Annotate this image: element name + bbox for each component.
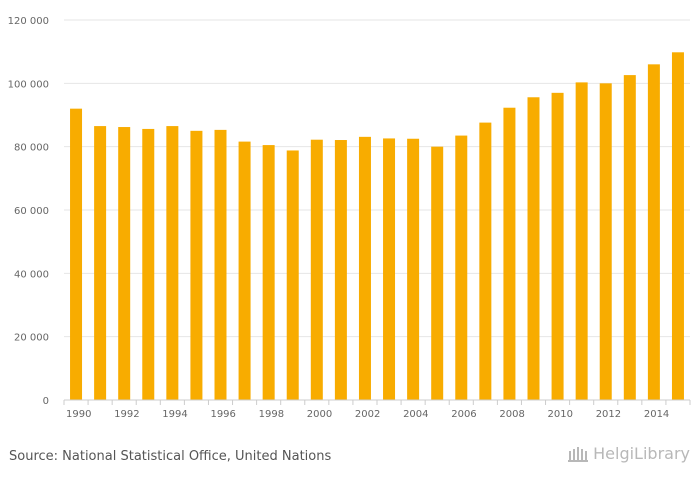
bar-chart: 0 20 000 40 000 60 000 80 000 100 000 120 000 1…: [8, 16, 691, 420]
y-tick-label: 120 000: [8, 16, 49, 27]
bar: [142, 128, 155, 400]
source-note: Source: National Statistical Office, Uni…: [9, 449, 332, 464]
bar: [599, 83, 612, 400]
bar: [238, 141, 251, 400]
bar: [431, 146, 444, 400]
x-tick-label: 2002: [355, 409, 380, 420]
x-tick-label: 2010: [548, 409, 573, 420]
bar: [334, 140, 347, 400]
bar: [527, 97, 540, 401]
bar: [455, 135, 468, 401]
x-tick-label: 2014: [644, 409, 669, 420]
x-tick-label: 2008: [499, 409, 524, 420]
bar: [286, 150, 299, 400]
y-tick-label: 20 000: [14, 333, 49, 344]
chart-svg: 0 20 000 40 000 60 000 80 000 100 000 120 000 1…: [8, 16, 691, 420]
x-tick-label: 2006: [451, 409, 476, 420]
y-tick-label: 60 000: [14, 206, 49, 217]
x-tick-label: 2000: [307, 409, 332, 420]
x-tick-label: 1996: [210, 409, 235, 420]
brand-logo[interactable]: HelgiLibrary: [567, 444, 690, 463]
y-tick-label: 80 000: [14, 143, 49, 154]
bar: [551, 92, 564, 400]
bar: [407, 138, 420, 400]
bar: [358, 136, 371, 400]
library-icon: [568, 446, 589, 462]
bar: [166, 126, 179, 400]
y-tick-label: 0: [43, 396, 49, 407]
bar: [671, 52, 684, 401]
x-tick-label: 2004: [403, 409, 428, 420]
x-tick-label: 2012: [596, 409, 621, 420]
x-tick-label: 1998: [259, 409, 284, 420]
bar: [479, 122, 492, 400]
y-tick-label: 100 000: [8, 79, 49, 90]
bar: [310, 139, 323, 400]
bar: [262, 145, 275, 400]
bar: [647, 64, 660, 400]
bar: [94, 126, 107, 400]
x-tick-label: 1990: [66, 409, 91, 420]
bar: [190, 130, 203, 401]
bar: [118, 127, 131, 401]
bar: [503, 107, 516, 400]
y-tick-label: 40 000: [14, 269, 49, 280]
brand-name: HelgiLibrary: [593, 444, 690, 463]
bar: [623, 75, 636, 400]
bar: [383, 138, 396, 400]
x-tick-label: 1994: [162, 409, 187, 420]
bar: [575, 82, 588, 400]
bar: [214, 129, 227, 400]
bar: [70, 108, 83, 401]
x-tick-label: 1992: [114, 409, 139, 420]
